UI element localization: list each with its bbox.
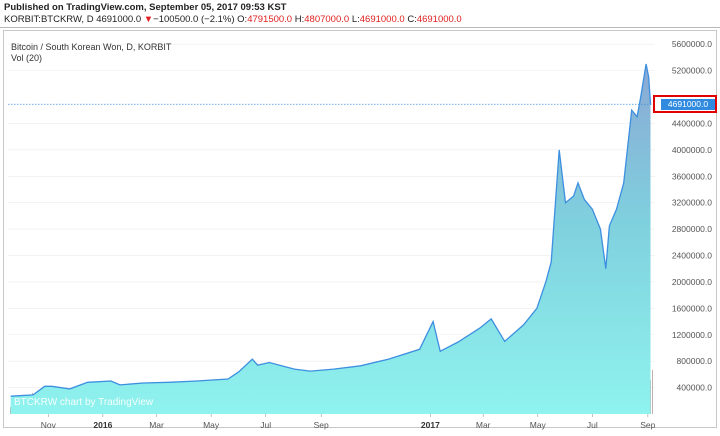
ohlc-line: KORBIT:BTCKRW, D 4691000.0 ▼−100500.0 (−… xyxy=(4,14,462,25)
last-price: 4691000.0 xyxy=(96,14,142,25)
y-tick-label: 4400000.0 xyxy=(672,118,712,128)
symbol-label: KORBIT:BTCKRW, D xyxy=(4,14,94,25)
y-tick-label: 4000000.0 xyxy=(672,145,712,155)
x-tick-label: May xyxy=(530,420,547,430)
close-label: C: xyxy=(407,14,417,25)
watermark: BTCKRW chart by TradingView xyxy=(14,397,154,408)
price-tag: 4691000.0 xyxy=(661,99,715,110)
price-area xyxy=(10,64,651,414)
volume-bar xyxy=(10,407,11,414)
price-line xyxy=(10,63,652,397)
down-arrow-icon: ▼ xyxy=(143,14,154,25)
x-axis: Nov 2016 Mar May Jul Sep 2017 Mar May Jul Sep xyxy=(41,414,656,430)
y-tick-label: 3600000.0 xyxy=(672,171,712,181)
x-tick-label: May xyxy=(203,420,220,430)
x-tick-label: Nov xyxy=(41,420,57,430)
y-tick-label: 3200000.0 xyxy=(672,198,712,208)
low-label: L: xyxy=(351,14,360,25)
y-tick-label: 400000.0 xyxy=(677,383,713,393)
close-value: 4691000.0 xyxy=(416,14,462,25)
volume-label: Vol (20) xyxy=(11,53,43,63)
x-tick-label: Mar xyxy=(149,420,164,430)
x-tick-label: Jul xyxy=(260,420,271,430)
y-axis: 400000.0 800000.0 1200000.0 1600000.0 200000… xyxy=(672,39,712,392)
open-label: O: xyxy=(237,14,248,25)
x-tick-label: 2016 xyxy=(93,420,112,430)
y-tick-label: 1600000.0 xyxy=(672,303,712,313)
chart-frame xyxy=(3,30,717,428)
x-tick-label: Sep xyxy=(640,420,655,430)
y-tick-label: 800000.0 xyxy=(677,356,713,366)
change-value: −100500.0 (−2.1%) xyxy=(153,14,235,25)
chart-title: Bitcoin / South Korean Won, D, KORBIT xyxy=(11,42,172,52)
header-divider xyxy=(0,27,720,28)
price-tag-highlight: 4691000.0 xyxy=(653,95,717,113)
low-value: 4691000.0 xyxy=(359,14,405,25)
y-tick-label: 2400000.0 xyxy=(672,251,712,261)
y-tick-label: 1200000.0 xyxy=(672,330,712,340)
grid xyxy=(8,43,655,388)
y-tick-label: 2000000.0 xyxy=(672,277,712,287)
x-tick-label: Mar xyxy=(476,420,491,430)
open-value: 4791500.0 xyxy=(247,14,293,25)
y-tick-label: 2800000.0 xyxy=(672,224,712,234)
volume-bar xyxy=(652,369,653,414)
x-tick-label: Jul xyxy=(587,420,598,430)
x-tick-label: 2017 xyxy=(421,420,440,430)
x-tick-label: Sep xyxy=(314,420,329,430)
high-label: H: xyxy=(294,14,305,25)
published-line: Published on TradingView.com, September … xyxy=(4,2,287,13)
high-value: 4807000.0 xyxy=(304,14,350,25)
y-tick-label: 5200000.0 xyxy=(672,66,712,76)
y-tick-label: 5600000.0 xyxy=(672,39,712,49)
